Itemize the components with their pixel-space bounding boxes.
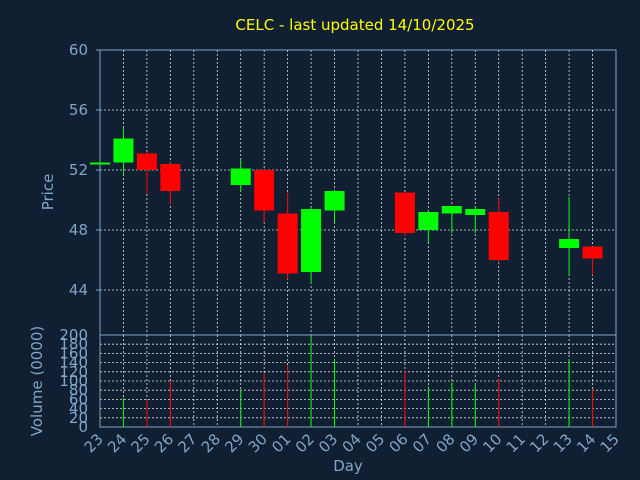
volume-tick-label: 160 xyxy=(59,344,88,362)
x-tick-label: 28 xyxy=(198,430,224,456)
volume-tick-label: 0 xyxy=(78,418,88,436)
x-tick-label: 06 xyxy=(386,430,412,456)
x-axis-label: Day xyxy=(333,457,363,475)
x-tick-label: 01 xyxy=(268,430,294,456)
x-tick-label: 02 xyxy=(292,430,318,456)
volume-tick-label: 100 xyxy=(59,372,88,390)
x-tick-label: 13 xyxy=(550,430,576,456)
volume-tick-label: 120 xyxy=(59,363,88,381)
candle-body xyxy=(488,212,509,260)
x-tick-label: 10 xyxy=(479,430,505,456)
candle-body xyxy=(559,239,580,248)
candle-body xyxy=(90,162,110,165)
candle-body xyxy=(324,191,345,211)
candle-body xyxy=(277,213,298,274)
x-tick-label: 24 xyxy=(104,430,130,456)
x-tick-label: 14 xyxy=(573,430,599,456)
x-tick-label: 05 xyxy=(362,430,388,456)
x-tick-label: 04 xyxy=(339,430,365,456)
price-axis-label: Price xyxy=(39,174,57,211)
price-tick-label: 60 xyxy=(69,41,88,59)
x-tick-label: 26 xyxy=(151,430,177,456)
candle-body xyxy=(418,212,439,230)
candle-body xyxy=(254,170,275,211)
x-tick-label: 03 xyxy=(315,430,341,456)
volume-tick-label: 140 xyxy=(59,354,88,372)
volume-tick-label: 180 xyxy=(59,335,88,353)
volume-tick-label: 60 xyxy=(69,390,88,408)
price-tick-label: 44 xyxy=(69,281,88,299)
candle-body xyxy=(582,246,603,259)
x-tick-label: 12 xyxy=(526,430,552,456)
volume-tick-label: 40 xyxy=(69,400,88,418)
x-tick-label: 29 xyxy=(221,430,247,456)
volume-axis-label: Volume (0000) xyxy=(28,326,46,436)
candle-body xyxy=(394,192,415,233)
price-tick-label: 56 xyxy=(69,101,88,119)
candle-body xyxy=(160,164,181,191)
volume-plot-frame xyxy=(99,334,617,428)
x-tick-label: 25 xyxy=(128,430,154,456)
candle-body xyxy=(301,209,322,272)
price-tick-label: 52 xyxy=(69,161,88,179)
volume-tick-label: 20 xyxy=(69,409,88,427)
chart-title: CELC - last updated 14/10/2025 xyxy=(235,16,474,34)
candle-body xyxy=(113,138,134,163)
x-tick-label: 07 xyxy=(409,430,435,456)
x-tick-label: 09 xyxy=(456,430,482,456)
x-tick-label: 11 xyxy=(503,430,529,456)
candle-body xyxy=(136,153,157,170)
x-tick-label: 30 xyxy=(245,430,271,456)
price-plot-frame xyxy=(99,49,617,336)
x-tick-label: 27 xyxy=(174,430,200,456)
x-tick-label: 15 xyxy=(597,430,623,456)
candle-body xyxy=(230,168,251,185)
candle-body xyxy=(465,209,486,215)
volume-tick-label: 200 xyxy=(59,326,88,344)
volume-tick-label: 80 xyxy=(69,381,88,399)
price-tick-label: 48 xyxy=(69,221,88,239)
candle-body xyxy=(441,206,462,214)
x-tick-label: 08 xyxy=(432,430,458,456)
